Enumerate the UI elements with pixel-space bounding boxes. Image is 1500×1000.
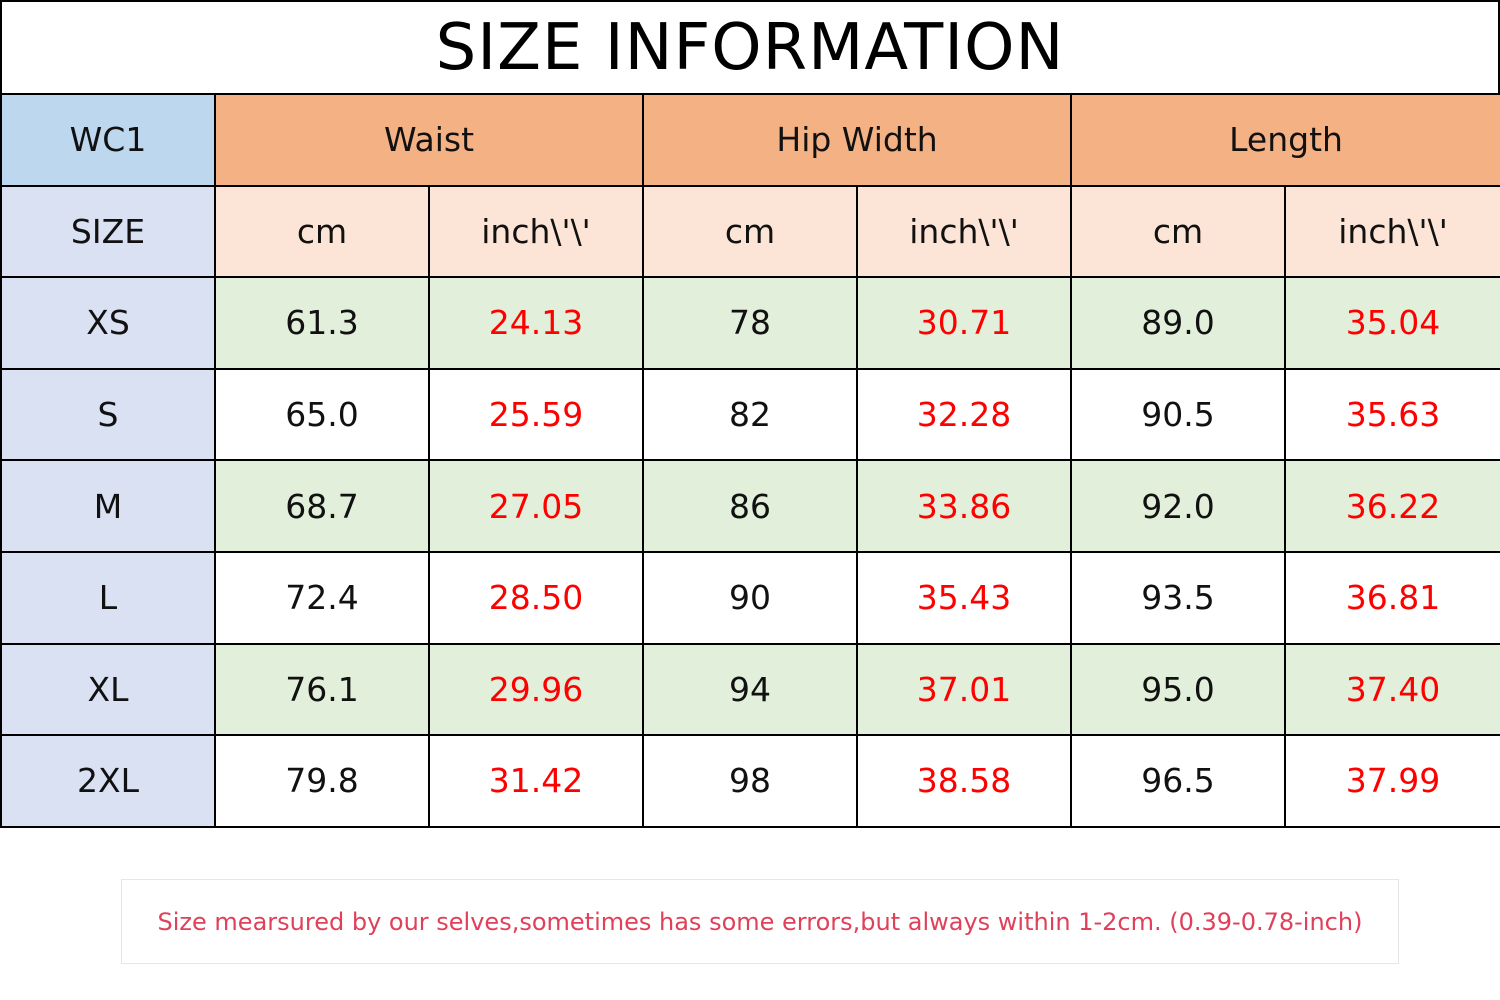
- unit-header-cell: inch\'\': [427, 184, 645, 279]
- unit-header-cell: cm: [642, 184, 859, 279]
- value-cell: 90.5: [1070, 367, 1287, 462]
- value-cell: 32.28: [856, 367, 1073, 462]
- value-cell: 95.0: [1070, 642, 1287, 737]
- value-cell: 96.5: [1070, 734, 1287, 828]
- value-cell: 27.05: [427, 459, 645, 553]
- size-table: WC1 Waist Hip Width Length SIZE cm inch\…: [0, 93, 1500, 828]
- size-cell: L: [0, 550, 216, 645]
- title-box: SIZE INFORMATION: [0, 0, 1500, 94]
- value-cell: 61.3: [214, 276, 430, 370]
- size-cell: M: [0, 459, 216, 553]
- value-cell: 65.0: [214, 367, 430, 462]
- table-row: 2XL 79.8 31.42 98 38.58 96.5 37.99: [0, 734, 1500, 828]
- table-row: M 68.7 27.05 86 33.86 92.0 36.22: [0, 459, 1500, 553]
- table-row: XL 76.1 29.96 94 37.01 95.0 37.40: [0, 642, 1500, 737]
- value-cell: 24.13: [427, 276, 645, 370]
- value-cell: 72.4: [214, 550, 430, 645]
- value-cell: 89.0: [1070, 276, 1287, 370]
- size-header-cell: SIZE: [0, 184, 216, 279]
- value-cell: 25.59: [427, 367, 645, 462]
- value-cell: 92.0: [1070, 459, 1287, 553]
- group-header-hip-width: Hip Width: [642, 93, 1073, 187]
- value-cell: 35.43: [856, 550, 1073, 645]
- value-cell: 94: [642, 642, 859, 737]
- value-cell: 98: [642, 734, 859, 828]
- group-header-row: WC1 Waist Hip Width Length: [0, 93, 1500, 187]
- table-row: XS 61.3 24.13 78 30.71 89.0 35.04: [0, 276, 1500, 370]
- unit-header-cell: cm: [1070, 184, 1287, 279]
- value-cell: 29.96: [427, 642, 645, 737]
- size-cell: S: [0, 367, 216, 462]
- measurement-note: Size mearsured by our selves,sometimes h…: [157, 907, 1363, 936]
- value-cell: 31.42: [427, 734, 645, 828]
- unit-header-cell: inch\'\': [856, 184, 1073, 279]
- group-header-waist: Waist: [213, 93, 645, 187]
- page-title: SIZE INFORMATION: [435, 11, 1065, 85]
- measurement-note-box: Size mearsured by our selves,sometimes h…: [121, 879, 1399, 964]
- value-cell: 90: [642, 550, 859, 645]
- value-cell: 38.58: [856, 734, 1073, 828]
- unit-header-cell: inch\'\': [1284, 184, 1500, 279]
- value-cell: 79.8: [214, 734, 430, 828]
- value-cell: 86: [642, 459, 859, 553]
- value-cell: 36.81: [1284, 550, 1500, 645]
- value-cell: 35.04: [1284, 276, 1500, 370]
- table-row: L 72.4 28.50 90 35.43 93.5 36.81: [0, 550, 1500, 645]
- value-cell: 35.63: [1284, 367, 1500, 462]
- value-cell: 78: [642, 276, 859, 370]
- unit-header-row: SIZE cm inch\'\' cm inch\'\' cm inch\'\': [0, 184, 1500, 279]
- size-cell: XS: [0, 276, 216, 370]
- unit-header-cell: cm: [214, 184, 430, 279]
- value-cell: 33.86: [856, 459, 1073, 553]
- value-cell: 30.71: [856, 276, 1073, 370]
- value-cell: 76.1: [214, 642, 430, 737]
- value-cell: 37.40: [1284, 642, 1500, 737]
- value-cell: 36.22: [1284, 459, 1500, 553]
- model-label-cell: WC1: [0, 93, 216, 187]
- group-header-length: Length: [1070, 93, 1500, 187]
- value-cell: 37.01: [856, 642, 1073, 737]
- size-cell: XL: [0, 642, 216, 737]
- size-cell: 2XL: [0, 734, 216, 828]
- table-row: S 65.0 25.59 82 32.28 90.5 35.63: [0, 367, 1500, 462]
- value-cell: 28.50: [427, 550, 645, 645]
- value-cell: 37.99: [1284, 734, 1500, 828]
- value-cell: 82: [642, 367, 859, 462]
- value-cell: 93.5: [1070, 550, 1287, 645]
- value-cell: 68.7: [214, 459, 430, 553]
